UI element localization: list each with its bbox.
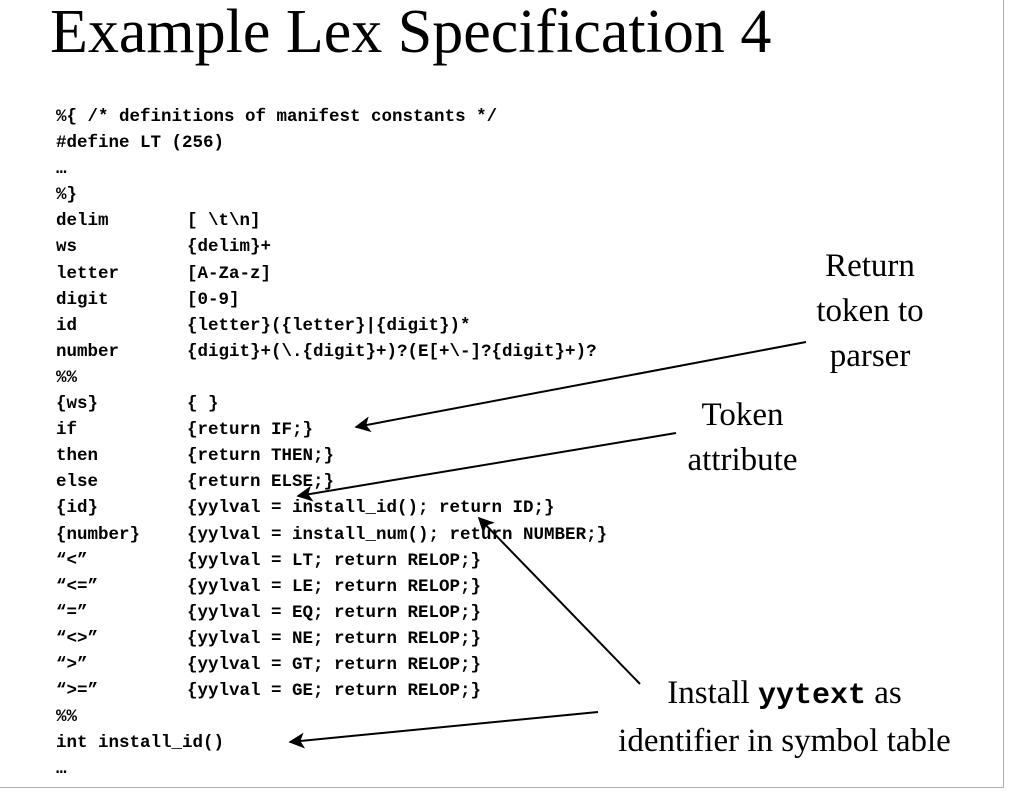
annotation-return-token: Return token to parser: [805, 244, 935, 379]
annotation-token-attribute-line1: Token: [701, 397, 784, 433]
code-line-action: [ \t\n]: [187, 211, 261, 232]
code-line-pattern: number: [56, 341, 120, 362]
arrow-install-yytext: [477, 516, 641, 685]
annotation-install-yytext-line2: identifier in symbol table: [618, 723, 951, 759]
annotation-token-attribute-line2: attribute: [687, 442, 798, 478]
code-line-pattern: …: [56, 159, 67, 180]
annotation-return-token-line2: token to: [816, 293, 924, 329]
code-line-pattern: ws: [56, 237, 78, 258]
annotation-return-token-line1: Return: [825, 248, 915, 284]
code-line-action: {yylval = LT; return RELOP;}: [187, 550, 482, 571]
code-line-pattern: “<>”: [56, 628, 99, 649]
annotation-token-attribute: Token attribute: [670, 393, 815, 483]
code-line-action: {yylval = LE; return RELOP;}: [187, 576, 482, 597]
code-line-pattern: delim: [56, 211, 109, 232]
code-line-pattern: %%: [56, 367, 78, 388]
code-line-pattern: %{ /* definitions of manifest constants …: [56, 107, 498, 127]
code-line-action: {yylval = NE; return RELOP;}: [187, 628, 482, 649]
code-line-pattern: #define LT (256): [56, 133, 225, 154]
code-line-action: {letter}({letter}|{digit})*: [187, 315, 471, 336]
code-line-action: {yylval = GE; return RELOP;}: [187, 681, 482, 702]
annotation-install-suffix: as: [866, 675, 902, 711]
code-line-action: {delim}+: [187, 237, 272, 258]
code-line-pattern: id: [56, 315, 78, 336]
code-line-action: {yylval = EQ; return RELOP;}: [187, 602, 482, 623]
code-line-action: { }: [187, 394, 219, 415]
annotation-yytext-code: yytext: [757, 679, 866, 713]
code-line-pattern: …: [56, 759, 67, 780]
code-line-pattern: “<=”: [56, 576, 99, 597]
code-line-pattern: digit: [56, 289, 109, 310]
code-line-action: {yylval = install_id(); return ID;}: [187, 498, 555, 519]
code-line-pattern: int install_id(): [56, 733, 225, 754]
code-line-action: {digit}+(\.{digit}+)?(E[+\-]?{digit}+)?: [187, 341, 597, 362]
code-line-pattern: “<”: [56, 550, 88, 571]
code-line-action: {return IF;}: [187, 420, 314, 441]
annotation-install-yytext-line1: Install yytext as: [592, 671, 977, 719]
code-line-action: {return THEN;}: [187, 446, 335, 467]
arrow-install-id: [288, 711, 599, 749]
code-line-action: {yylval = GT; return RELOP;}: [187, 654, 482, 675]
slide-bottom-border: [0, 787, 1004, 788]
code-line-action: [0-9]: [187, 289, 240, 310]
annotation-return-token-line3: parser: [829, 338, 911, 374]
code-line-action: {yylval = install_num(); return NUMBER;}: [187, 524, 608, 545]
slide-right-border: [1003, 0, 1004, 787]
slide-title: Example Lex Specification 4: [50, 0, 772, 66]
annotation-install-yytext: Install yytext as identifier in symbol t…: [592, 671, 977, 764]
code-line-pattern: “>”: [56, 654, 88, 675]
code-line-pattern: then: [56, 446, 99, 467]
code-line-action: [A-Za-z]: [187, 263, 272, 284]
code-line-pattern: letter: [56, 263, 120, 284]
code-line-pattern: “>=”: [56, 681, 99, 702]
annotation-install-prefix: Install: [667, 675, 758, 711]
code-line-pattern: {id}: [56, 498, 99, 519]
code-line-pattern: {number}: [56, 524, 141, 545]
code-line-action: {return ELSE;}: [187, 472, 335, 493]
code-line-pattern: %%: [56, 707, 78, 728]
arrow-token-attribute: [296, 432, 677, 502]
code-line-pattern: “=”: [56, 602, 88, 623]
arrow-return-token: [354, 341, 807, 433]
code-line-pattern: else: [56, 472, 99, 493]
code-line-pattern: {ws}: [56, 394, 99, 415]
code-line-pattern: %}: [56, 185, 78, 206]
code-line-pattern: if: [56, 420, 78, 441]
